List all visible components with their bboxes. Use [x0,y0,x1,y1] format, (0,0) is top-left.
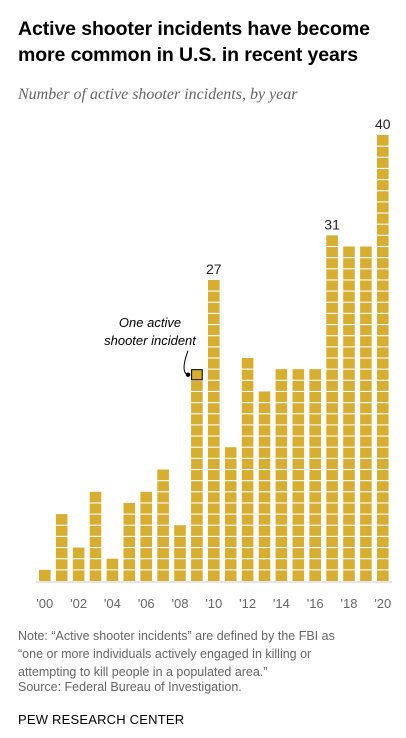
bar-2017 [326,235,338,581]
bar-fill [208,279,220,581]
bar-2010 [208,279,220,581]
bar-fill [39,569,51,581]
bar-2020 [377,135,389,581]
x-tick-label: '20 [374,596,391,611]
x-tick-label: '04 [104,596,121,611]
brand-logo-text: PEW RESEARCH CENTER [18,712,185,727]
x-tick-label: '02 [70,596,87,611]
bar-2008 [174,525,186,581]
x-tick-label: '14 [273,596,290,611]
note-line: “one or more individuals actively engage… [18,647,312,661]
bar-2016 [309,369,321,581]
bar-2004 [106,558,119,581]
bar-2013 [258,391,271,581]
annotation-text: shooter incident [104,333,197,348]
chart-title: Active shooter incidents have become mor… [18,18,370,66]
x-tick-label: '06 [138,596,155,611]
bar-fill [275,369,288,581]
x-tick-label: '10 [205,596,222,611]
annotation-dot [185,372,191,377]
bar-fill [123,502,136,581]
bar-fill [309,369,321,581]
bar-fill [72,547,85,581]
annotation-leader-line [183,350,189,376]
data-label: 31 [324,216,340,232]
chart-note: Note: “Active shooter incidents” are def… [18,627,398,681]
bar-fill [258,391,271,581]
bar-2014 [275,369,288,581]
bar-2003 [89,491,102,581]
bar-2011 [224,447,237,581]
note-line: attempting to kill people in a populated… [18,665,268,679]
bar-2015 [292,369,305,581]
bar-2018 [343,246,355,581]
x-tick-label: '18 [341,596,358,611]
bar-2006 [140,491,152,581]
bar-2012 [241,358,254,581]
bar-2007 [157,469,169,581]
chart-source: Source: Federal Bureau of Investigation. [18,680,242,694]
data-label: 40 [375,118,391,132]
bar-fill [191,369,203,581]
bar-2002 [72,547,85,581]
bar-fill [292,369,305,581]
bar-2005 [123,502,136,581]
chart-subtitle: Number of active shooter incidents, by y… [18,86,298,103]
bar-2009 [191,369,203,581]
bar-2019 [360,246,372,581]
x-tick-label: '08 [172,596,189,611]
bar-2001 [55,514,68,581]
bar-fill [326,235,338,581]
x-tick-label: '00 [36,596,53,611]
x-tick-label: '12 [239,596,256,611]
bar-2000 [39,569,51,581]
note-line: Note: “Active shooter incidents” are def… [18,629,335,643]
annotation-text: One active [119,315,181,330]
data-label: 27 [206,261,222,277]
highlighted-unit [191,369,203,381]
bar-chart: '00 '02 '04 '06 '08 '10 '12 '14 '16 '18 '20 27 31 40… [36,118,392,611]
bar-fill [174,525,186,581]
x-tick-label: '16 [307,596,324,611]
